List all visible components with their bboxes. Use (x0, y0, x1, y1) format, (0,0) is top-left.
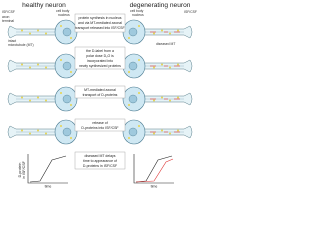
label: terminal (2, 19, 14, 23)
curve (135, 155, 173, 183)
degenerating-neuron (122, 119, 193, 145)
label: ISF/CSF (2, 10, 15, 14)
left-graph: D-protein in ISF/CSF time (18, 154, 68, 188)
step-text: incorporated into (87, 59, 113, 63)
healthy-neuron (7, 86, 78, 112)
step-box (74, 46, 126, 70)
step-box (74, 85, 126, 99)
degenerating-neuron (122, 53, 193, 79)
healthy-neuron (7, 53, 78, 79)
label: cell body (130, 9, 144, 13)
x-axis-label: time (151, 184, 158, 188)
right-graph: time (133, 154, 174, 188)
step-text: newly synthesized proteins (79, 64, 121, 68)
label: cell body (56, 9, 70, 13)
step-text: MT-mediated axonal (84, 88, 116, 92)
step-text: and via MT-mediated axonal (78, 21, 122, 25)
step-text: time to appearance of (83, 159, 117, 163)
healthy-neuron (7, 19, 78, 45)
right-title: degenerating neuron (130, 2, 191, 9)
step-boxes: protein synthesis in nucleus and via MT-… (74, 13, 126, 170)
step-text: transport released into ISF/CSF (75, 26, 124, 30)
step-box (74, 13, 126, 33)
step-text: D-proteins into ISF/CSF (81, 126, 118, 130)
step-box (74, 118, 126, 132)
label: intact (8, 39, 16, 43)
label: axon (2, 15, 9, 19)
axes (133, 154, 174, 184)
figure: healthy neuron degenerating neuron ISF/C… (2, 2, 197, 189)
step-text: diseased MT delays (84, 154, 115, 158)
step-text: polar dose D₂O is (86, 54, 114, 58)
step-box (74, 151, 126, 170)
curve (29, 155, 67, 183)
axes (27, 154, 68, 184)
label: ISF/CSF (184, 10, 197, 14)
label: microtubule (MT) (8, 43, 34, 47)
x-axis-label: time (45, 184, 52, 188)
label: diseased MT (156, 42, 175, 46)
healthy-neuron (7, 119, 78, 145)
degenerating-neuron (122, 19, 193, 45)
step-text: D-proteins in ISF/CSF (83, 164, 117, 168)
label: nucleus (58, 13, 70, 17)
label: nucleus (132, 13, 144, 17)
step-text: release of (92, 121, 107, 125)
y-axis-label: in ISF/CSF (22, 160, 26, 178)
curve (135, 158, 174, 183)
step-text: transport of D-proteins (83, 93, 118, 97)
step-text: protein synthesis in nucleus (79, 16, 122, 20)
y-axis-label: D-protein (18, 163, 22, 178)
step-text: the D-label from a (86, 49, 114, 53)
left-title: healthy neuron (22, 2, 66, 9)
degenerating-neuron (122, 86, 193, 112)
